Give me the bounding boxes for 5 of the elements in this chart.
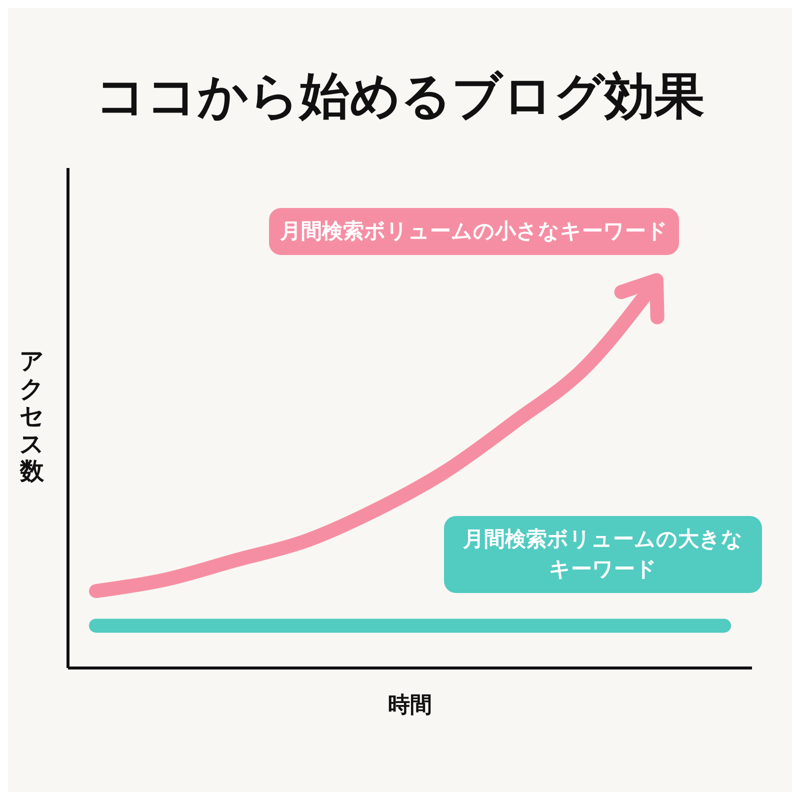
text: 月間検索ボリュームの小さなキーワード <box>269 208 680 255</box>
x-axis-title: 時間 <box>387 692 433 720</box>
chart-title: ココから始めるブログ効果 <box>94 66 706 127</box>
y-axis-title: アクセス数 <box>18 347 46 486</box>
text: 月間検索ボリュームの大きなキーワード <box>444 516 762 593</box>
